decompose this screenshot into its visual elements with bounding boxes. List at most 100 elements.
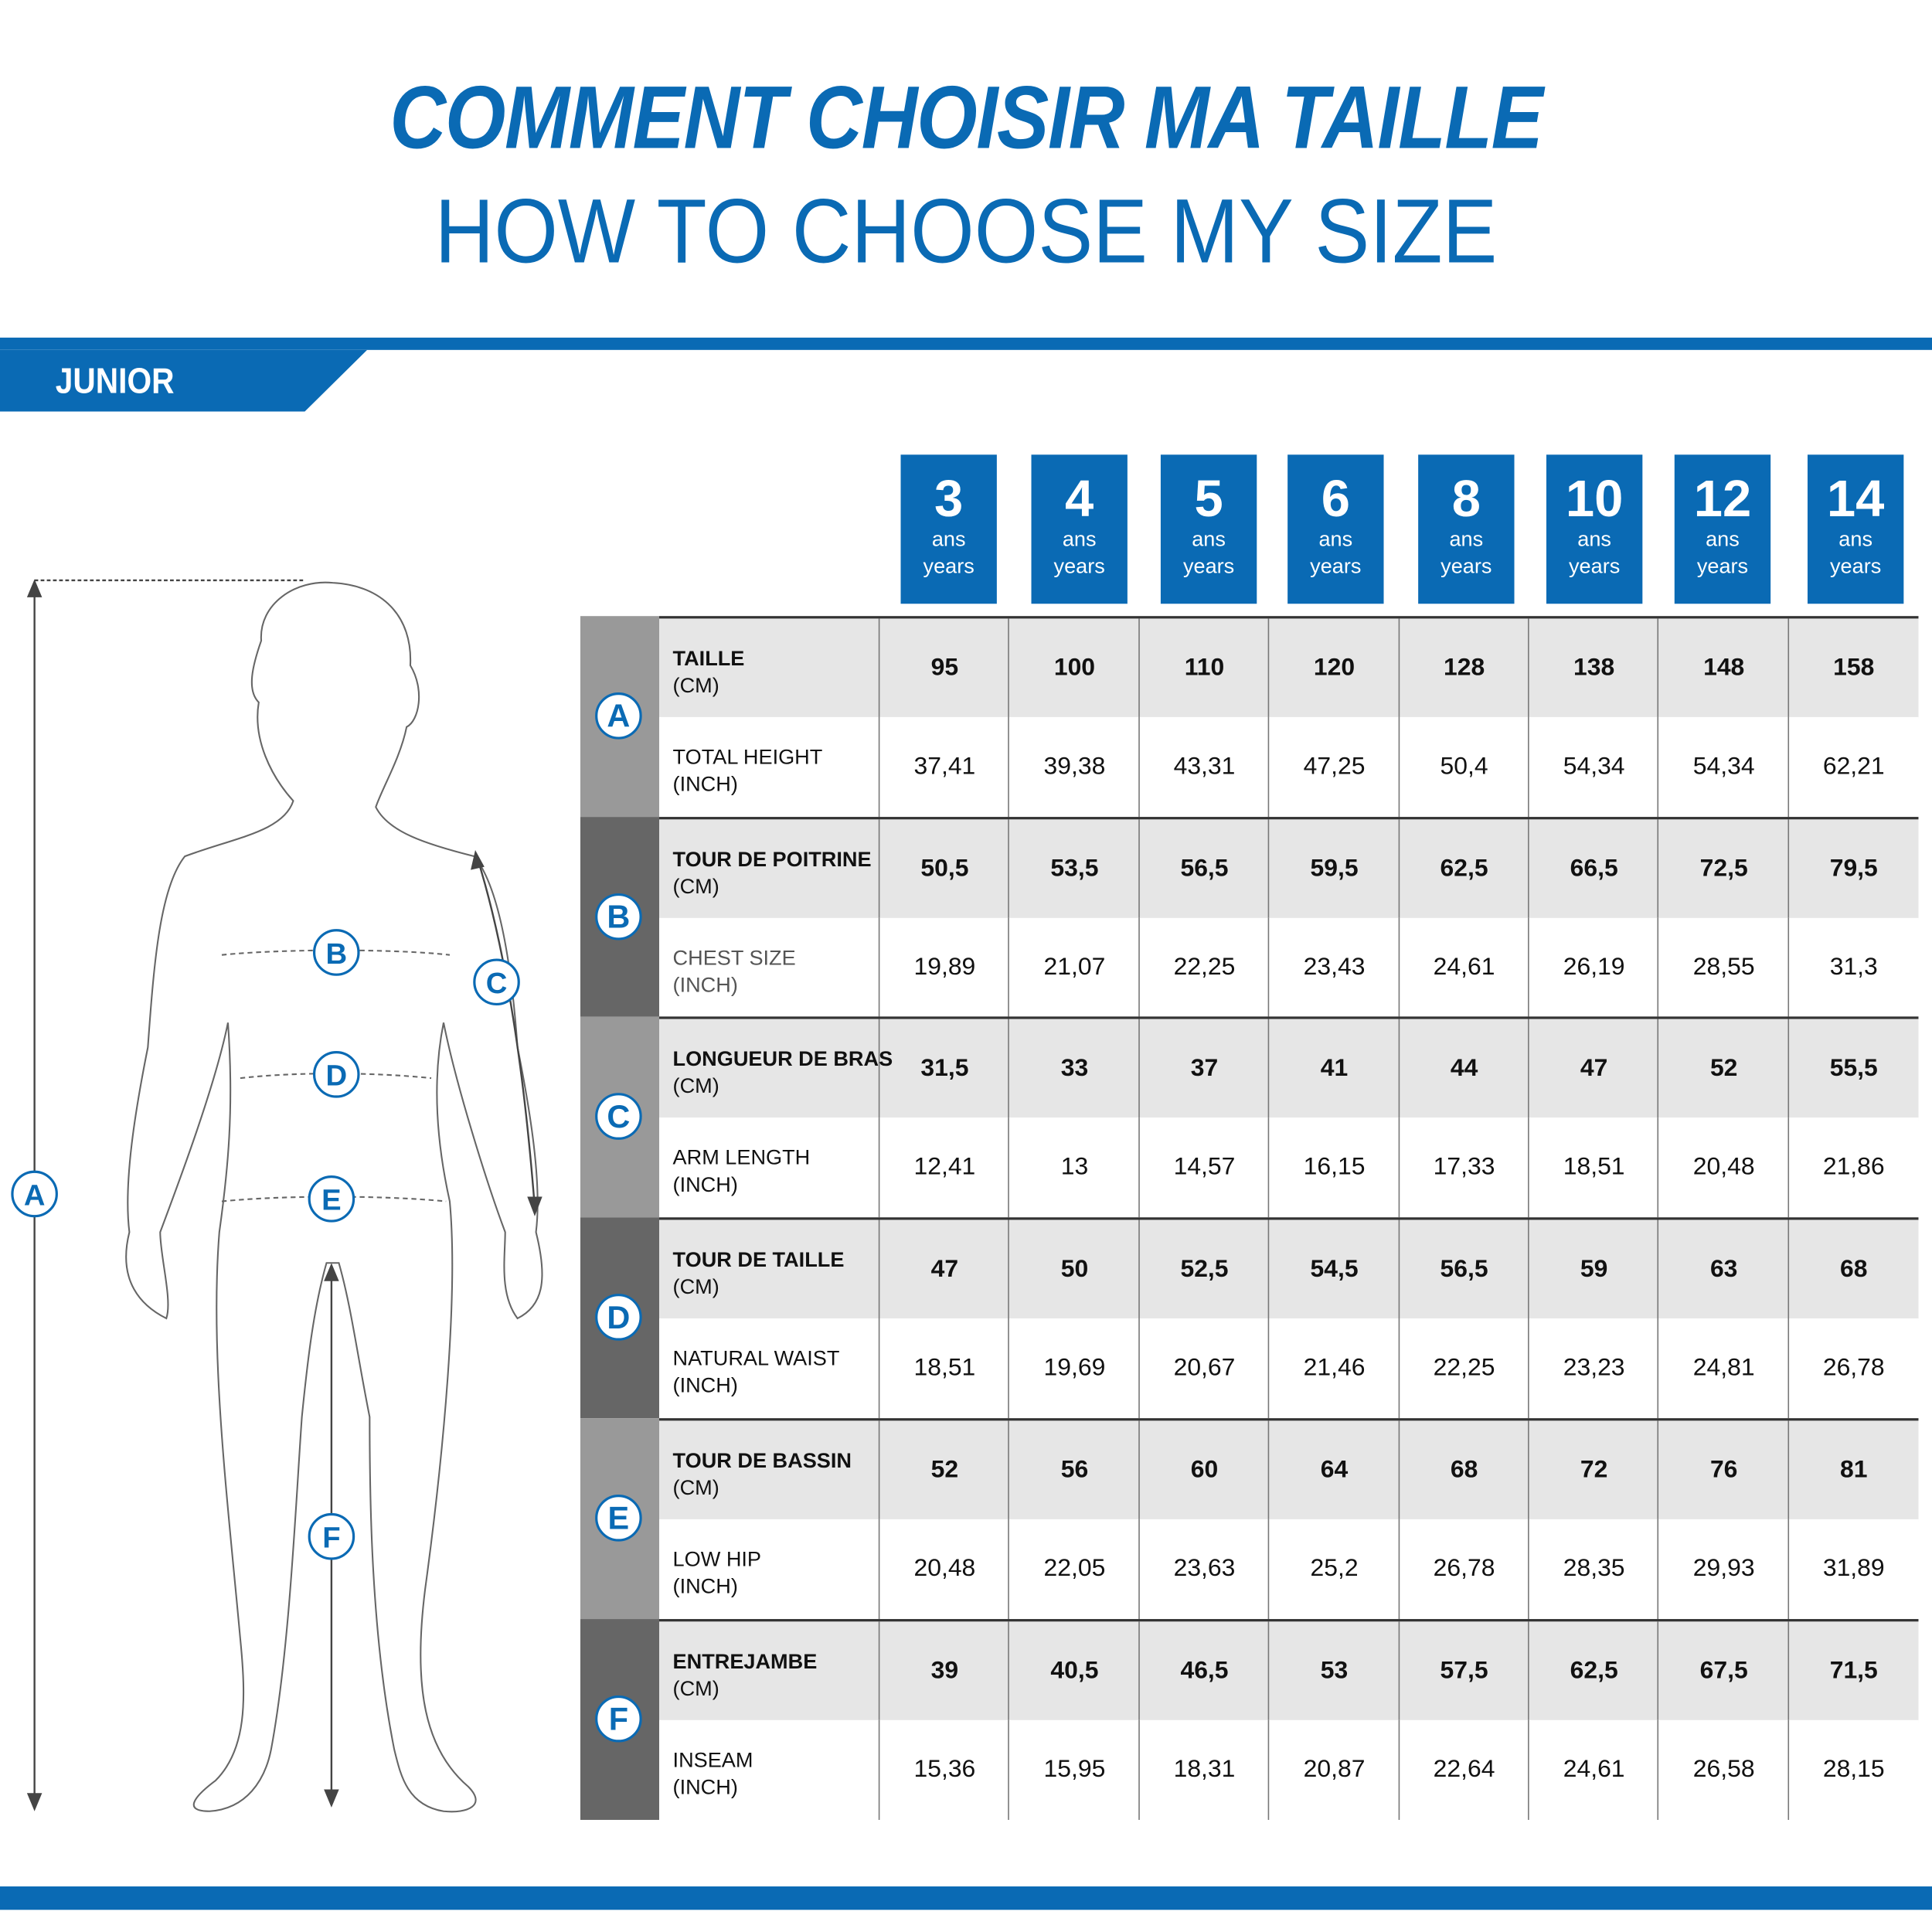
table-cell: 25,2 [1267, 1519, 1400, 1619]
table-cell: 21,86 [1787, 1117, 1919, 1218]
table-cell: 60 [1138, 1420, 1270, 1521]
table-cell: 62,5 [1528, 1621, 1659, 1721]
table-cell: 31,89 [1787, 1519, 1919, 1619]
label-unit: (CM) [672, 1475, 719, 1500]
table-cell: 71,5 [1787, 1621, 1919, 1721]
table-row-in: CHEST SIZE (INCH) 19,89 21,07 22,25 23,43 24,6… [659, 917, 1919, 1018]
age-number: 8 [1451, 469, 1481, 528]
table-cell: 31,3 [1787, 917, 1919, 1018]
table-cell: 39 [878, 1621, 1010, 1721]
table-cell: 128 [1397, 618, 1529, 719]
label-unit: (INCH) [672, 1373, 738, 1398]
label-text: LONGUEUR DE BRAS [672, 1047, 893, 1072]
row-label: INSEAM (INCH) [673, 1747, 753, 1801]
table-row-in: TOTAL HEIGHT (INCH) 37,41 39,38 43,31 47,25 50… [659, 716, 1919, 818]
table-cell: 47,25 [1267, 716, 1400, 818]
table-cell: 28,15 [1787, 1719, 1919, 1820]
table-cell: 64 [1267, 1420, 1400, 1521]
age-number: 10 [1565, 469, 1624, 528]
row-label: ENTREJAMBE (CM) [673, 1648, 818, 1702]
table-cell: 120 [1267, 618, 1400, 719]
table-cell: 20,67 [1138, 1318, 1270, 1419]
letter-badge: C [595, 1093, 642, 1141]
row-label: ARM LENGTH (INCH) [673, 1145, 811, 1199]
label-unit: (INCH) [672, 1574, 738, 1598]
table-cell: 28,35 [1528, 1519, 1659, 1619]
table-cell: 158 [1787, 618, 1919, 719]
age-header-6: 6 ans years [1287, 454, 1384, 604]
label-unit: (INCH) [672, 1774, 738, 1799]
section-tab: JUNIOR [0, 349, 368, 412]
table-cell: 37,41 [878, 716, 1010, 818]
measure-group-d: D TOUR DE TAILLE (CM) 47 50 52,5 54,5 56,5 59 63 6… [580, 1217, 1919, 1419]
age-header-5: 5 ans years [1160, 454, 1257, 604]
letter-badge: A [595, 692, 642, 740]
measure-group-a: A TAILLE (CM) 95 100 110 120 128 138 148 158 TOTAL … [580, 616, 1919, 818]
age-unit-en: years [1696, 554, 1749, 578]
table-cell: 24,81 [1658, 1318, 1789, 1419]
table-cell: 100 [1008, 618, 1140, 719]
table-cell: 79,5 [1787, 818, 1919, 919]
table-cell: 28,55 [1658, 917, 1789, 1018]
table-cell: 23,43 [1267, 917, 1400, 1018]
table-cell: 26,19 [1528, 917, 1659, 1018]
table-cell: 23,63 [1138, 1519, 1270, 1619]
table-cell: 29,93 [1658, 1519, 1789, 1619]
table-cell: 22,64 [1397, 1719, 1529, 1820]
table-cell: 22,25 [1138, 917, 1270, 1018]
age-unit-en: years [1830, 554, 1882, 578]
age-unit-fr: ans [931, 527, 966, 551]
label-unit: (INCH) [672, 973, 738, 997]
label-text: TOUR DE POITRINE [672, 847, 872, 871]
table-cell: 21,46 [1267, 1318, 1400, 1419]
table-cell: 18,51 [1528, 1117, 1659, 1218]
age-unit-fr: ans [1318, 527, 1353, 551]
table-cell: 56,5 [1397, 1219, 1529, 1320]
figure-marker-c: C [473, 958, 520, 1006]
label-unit: (CM) [672, 1275, 719, 1299]
table-cell: 18,31 [1138, 1719, 1270, 1820]
figure-marker-d: D [312, 1051, 360, 1098]
figure-marker-b: B [312, 929, 360, 976]
table-cell: 44 [1397, 1019, 1529, 1120]
label-text: TOTAL HEIGHT [672, 745, 823, 769]
table-cell: 47 [878, 1219, 1010, 1320]
table-cell: 55,5 [1787, 1019, 1919, 1120]
table-cell: 81 [1787, 1420, 1919, 1521]
table-row-in: LOW HIP (INCH) 20,48 22,05 23,63 25,2 26,78 28,… [659, 1519, 1919, 1619]
label-unit: (CM) [672, 674, 719, 698]
table-cell: 20,48 [1658, 1117, 1789, 1218]
age-number: 3 [934, 469, 964, 528]
age-number: 14 [1826, 469, 1885, 528]
measure-group-f: F ENTREJAMBE (CM) 39 40,5 46,5 53 57,5 62,5 67,5 7… [580, 1618, 1919, 1820]
table-cell: 72 [1528, 1420, 1659, 1521]
table-cell: 148 [1658, 618, 1789, 719]
table-cell: 68 [1787, 1219, 1919, 1320]
table-cell: 54,5 [1267, 1219, 1400, 1320]
age-number: 12 [1693, 469, 1752, 528]
label-text: ENTREJAMBE [672, 1649, 818, 1673]
row-label: TOUR DE BASSIN (CM) [673, 1447, 852, 1502]
measure-group-b: B TOUR DE POITRINE (CM) 50,5 53,5 56,5 59,5 62,… [580, 816, 1919, 1018]
table-cell: 54,34 [1528, 716, 1659, 818]
table-cell: 52 [1658, 1019, 1789, 1120]
table-row-cm: LONGUEUR DE BRAS (CM) 31,5 33 37 41 44 47 52 55,5 [659, 1017, 1919, 1121]
table-cell: 19,69 [1008, 1318, 1140, 1419]
label-text: NATURAL WAIST [672, 1346, 840, 1371]
letter-badge: B [595, 893, 642, 940]
svg-text:C: C [486, 967, 508, 1000]
table-cell: 16,15 [1267, 1117, 1400, 1218]
table-cell: 17,33 [1397, 1117, 1529, 1218]
table-cell: 14,57 [1138, 1117, 1270, 1218]
table-row-cm: TAILLE (CM) 95 100 110 120 128 138 148 158 [659, 616, 1919, 720]
age-unit-en: years [1053, 554, 1105, 578]
svg-text:E: E [321, 1184, 342, 1217]
table-cell: 23,23 [1528, 1318, 1659, 1419]
table-cell: 57,5 [1397, 1621, 1529, 1721]
table-cell: 12,41 [878, 1117, 1010, 1218]
age-header-14: 14 ans years [1807, 454, 1904, 604]
table-cell: 50,5 [878, 818, 1010, 919]
table-row-cm: TOUR DE BASSIN (CM) 52 56 60 64 68 72 76 81 [659, 1417, 1919, 1522]
svg-text:D: D [325, 1060, 347, 1093]
